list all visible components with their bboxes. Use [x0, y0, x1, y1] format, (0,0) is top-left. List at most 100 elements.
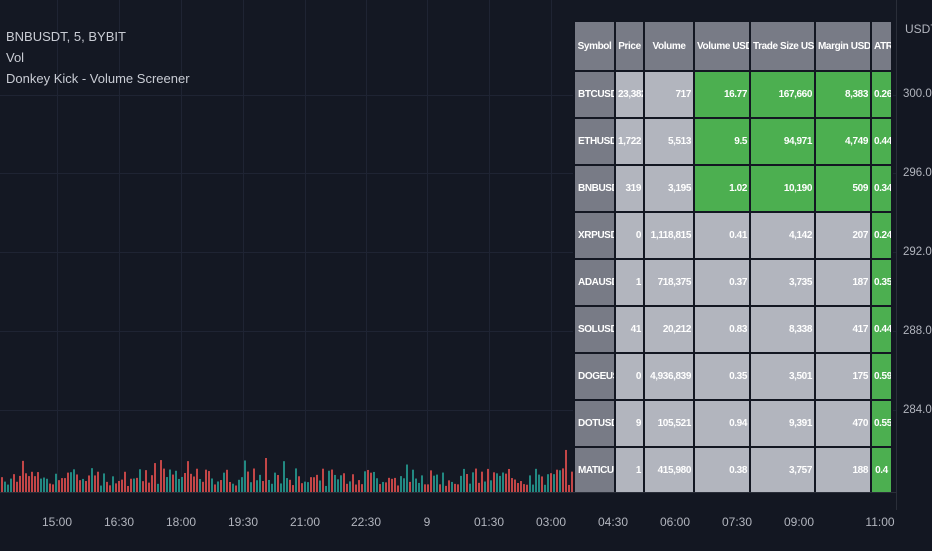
volume-bar — [517, 483, 519, 492]
volume-bar — [379, 484, 381, 492]
price-tick: 296.00 — [903, 167, 932, 179]
volume-bar — [76, 474, 78, 492]
volume-indicator-label[interactable]: Vol — [6, 50, 25, 65]
volume-bar — [49, 483, 51, 492]
volume-bar — [145, 470, 147, 492]
volume-bar — [391, 478, 393, 492]
volume-bar — [253, 468, 255, 492]
volume-bar — [514, 479, 516, 492]
cell-trade-size: 3,757 — [749, 446, 816, 495]
volume-bar — [106, 481, 108, 492]
volume-bar — [172, 474, 174, 492]
volume-bar — [400, 476, 402, 492]
volume-bar — [322, 468, 324, 492]
volume-bar — [496, 473, 498, 492]
volume-bar — [424, 484, 426, 492]
volume-bar — [487, 468, 489, 492]
volume-bar — [535, 468, 537, 492]
volume-bar — [499, 475, 501, 492]
header-symbol: Symbol — [573, 20, 616, 72]
cell-price: 41 — [614, 305, 645, 354]
volume-bar — [40, 478, 42, 492]
volume-bar — [547, 474, 549, 492]
volume-bar — [166, 477, 168, 492]
cell-volume-usd: 0.94 — [693, 399, 751, 448]
volume-bar — [250, 482, 252, 492]
volume-bar — [94, 475, 96, 492]
volume-bar — [52, 484, 54, 492]
volume-bar — [244, 460, 246, 492]
volume-bar — [406, 464, 408, 492]
volume-bar — [364, 471, 366, 492]
cell-volume: 717 — [643, 70, 695, 119]
cell-price: 0 — [614, 352, 645, 401]
volume-bar — [205, 469, 207, 492]
volume-bar — [235, 485, 237, 492]
time-axis[interactable]: 15:00 16:30 18:00 19:30 21:00 22:30 9 01… — [0, 492, 896, 551]
header-trade-size: Trade Size USD (1%) — [749, 20, 816, 72]
header-margin: Margin USD (20x) — [814, 20, 872, 72]
grid-line — [57, 0, 58, 492]
volume-bar — [43, 477, 45, 492]
volume-bar — [184, 473, 186, 492]
grid-line — [0, 252, 896, 253]
volume-bar — [541, 476, 543, 492]
cell-margin: 188 — [814, 446, 872, 495]
volume-bar — [190, 473, 192, 492]
volume-bar — [481, 471, 483, 492]
time-tick: 21:00 — [289, 515, 321, 529]
cell-symbol: DOTUSDT — [573, 399, 616, 448]
screener-indicator-label[interactable]: Donkey Kick - Volume Screener — [6, 71, 190, 86]
cell-price: 0 — [614, 211, 645, 260]
volume-bar — [247, 471, 249, 492]
volume-bar — [16, 481, 18, 492]
volume-bar — [316, 474, 318, 492]
grid-line — [305, 0, 306, 492]
cell-trade-size: 10,190 — [749, 164, 816, 213]
cell-price: 23,382 — [614, 70, 645, 119]
volume-bar — [157, 483, 159, 492]
volume-bar — [382, 481, 384, 492]
symbol-title[interactable]: BNBUSDT, 5, BYBIT — [6, 29, 126, 44]
volume-bar — [385, 482, 387, 492]
header-atrp: ATRP — [870, 20, 893, 72]
volume-bar — [223, 472, 225, 492]
volume-bar — [148, 482, 150, 492]
volume-bar — [292, 485, 294, 492]
cell-trade-size: 167,660 — [749, 70, 816, 119]
volume-bar — [484, 481, 486, 492]
volume-bar — [25, 473, 27, 492]
volume-bar — [241, 477, 243, 492]
volume-bar — [169, 469, 171, 492]
cell-volume: 20,212 — [643, 305, 695, 354]
volume-bar — [307, 482, 309, 492]
volume-bar — [91, 468, 93, 492]
price-axis[interactable]: USDT 300.00 296.00 292.00 288.00 284.00 — [896, 0, 932, 510]
volume-bar — [85, 481, 87, 492]
cell-symbol: ADAUSDT — [573, 258, 616, 307]
volume-bar — [448, 480, 450, 492]
cell-atrp: 0.44 — [870, 117, 893, 166]
volume-bar — [265, 458, 267, 492]
price-unit: USDT — [905, 22, 932, 36]
volume-bar — [532, 484, 534, 492]
volume-bar — [466, 474, 468, 492]
volume-bar — [472, 472, 474, 492]
volume-bar — [409, 481, 411, 492]
volume-bar — [133, 478, 135, 492]
volume-bar — [268, 479, 270, 492]
volume-bar — [346, 483, 348, 492]
cell-volume: 105,521 — [643, 399, 695, 448]
volume-bar — [445, 485, 447, 492]
cell-trade-size: 8,338 — [749, 305, 816, 354]
volume-bar — [160, 460, 162, 492]
volume-bar — [571, 471, 573, 492]
volume-bar — [550, 473, 552, 492]
volume-bar — [415, 478, 417, 492]
volume-bar — [199, 478, 201, 492]
volume-bar — [376, 478, 378, 492]
cell-volume: 4,936,839 — [643, 352, 695, 401]
time-tick: 19:30 — [227, 515, 259, 529]
volume-bar — [568, 484, 570, 492]
